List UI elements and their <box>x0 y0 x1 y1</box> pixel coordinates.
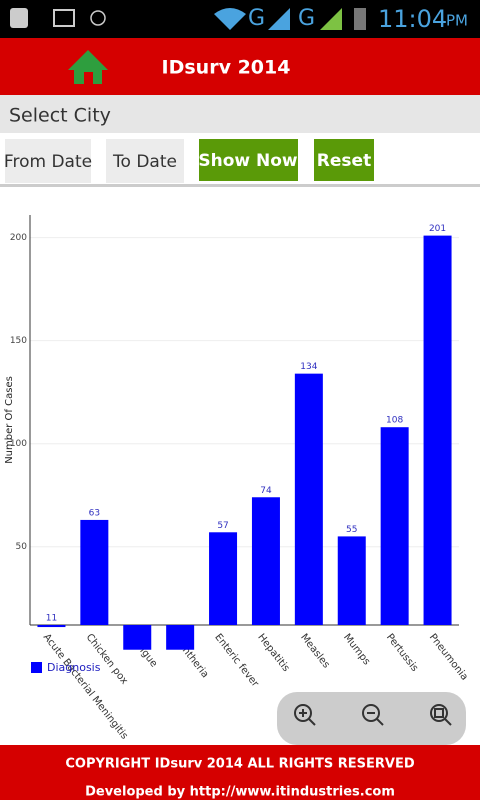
data-label: 108 <box>386 416 403 426</box>
network-type: G <box>298 6 315 31</box>
clock-ampm: PM <box>446 12 468 30</box>
developer-link[interactable]: Developed by http://www.itindustries.com <box>85 785 395 800</box>
x-tick-label: Mumps <box>341 632 372 667</box>
y-tick-label: 150 <box>10 336 27 346</box>
bar <box>380 427 409 625</box>
legend-swatch <box>31 662 42 673</box>
zoom-out-button[interactable] <box>362 704 384 726</box>
x-tick-label: Hepatitis <box>255 632 291 674</box>
battery-icon <box>354 8 366 30</box>
bar <box>251 497 280 625</box>
zoom-controls <box>277 692 466 745</box>
to-date-label: To Date <box>112 152 177 172</box>
network-type: G <box>248 6 265 31</box>
from-date-button[interactable] <box>5 139 91 183</box>
footer <box>0 745 480 800</box>
image-icon <box>53 9 75 27</box>
to-date-button[interactable] <box>106 139 184 183</box>
bar <box>80 519 109 625</box>
data-label: 201 <box>429 224 446 234</box>
city-select-label: Select City <box>9 105 111 127</box>
data-label: 55 <box>346 525 357 535</box>
x-tick-label: Pertussis <box>384 632 420 674</box>
y-axis-title: Number Of Cases <box>4 376 15 464</box>
app-title: IDsurv 2014 <box>162 57 291 79</box>
legend-label: Diagnosis <box>47 661 101 674</box>
data-label: 74 <box>260 486 272 496</box>
divider <box>0 184 480 187</box>
info-icon <box>90 10 106 26</box>
home-button[interactable] <box>68 50 108 84</box>
x-tick-label: Pneumonia <box>427 632 470 683</box>
reset-button[interactable] <box>314 139 374 181</box>
bar <box>37 625 66 628</box>
x-tick-label: Chicken pox <box>84 632 130 687</box>
bar <box>166 625 195 650</box>
data-label: 11 <box>46 614 57 624</box>
signal-icon <box>268 8 290 30</box>
y-tick-label: 50 <box>16 542 28 552</box>
zoom-reset-button[interactable] <box>430 704 452 726</box>
y-tick-label: 100 <box>10 439 27 449</box>
zoom-in-button[interactable] <box>294 704 316 726</box>
data-label: 63 <box>89 508 100 518</box>
bar <box>423 235 452 625</box>
copyright: COPYRIGHT IDsurv 2014 ALL RIGHTS RESERVE… <box>65 757 414 772</box>
city-select[interactable] <box>0 95 480 133</box>
chart: 50 100 150 200 Number Of Cases Acute Bacteria… <box>4 215 470 742</box>
notification-icon <box>10 8 28 28</box>
reset-label: Reset <box>317 151 371 171</box>
show-now-label: Show Now <box>198 151 298 171</box>
y-tick-label: 200 <box>10 233 27 243</box>
bar <box>337 536 366 625</box>
wifi-icon <box>214 8 246 30</box>
x-tick-label: Enteric fever <box>212 632 261 690</box>
bar <box>294 373 323 625</box>
x-tick-label: Measles <box>298 632 331 671</box>
signal-icon <box>320 8 342 30</box>
from-date-label: From Date <box>4 152 92 172</box>
clock: 11:04 <box>378 5 447 33</box>
data-label: 134 <box>300 362 317 372</box>
data-label: 57 <box>217 521 228 531</box>
bar <box>123 625 152 650</box>
show-now-button[interactable] <box>199 139 298 181</box>
x-tick-label: Acute Bacterial Meningitis <box>41 632 130 742</box>
bar <box>209 532 238 625</box>
